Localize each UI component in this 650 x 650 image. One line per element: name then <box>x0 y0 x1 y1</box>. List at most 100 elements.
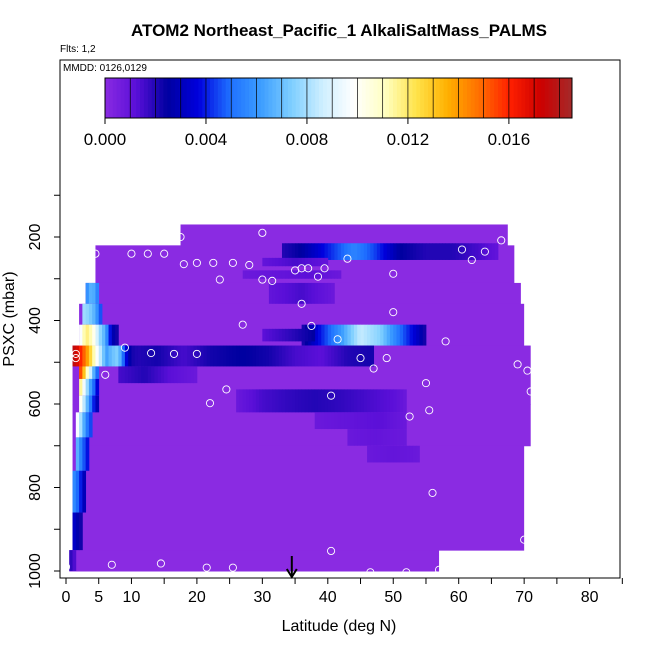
heatmap-cell <box>331 282 335 304</box>
heatmap-cell <box>278 257 283 267</box>
heatmap-cell <box>367 324 371 346</box>
heatmap-cell <box>219 345 224 367</box>
colorbar-swatch <box>385 78 390 118</box>
heatmap-cell <box>85 437 90 471</box>
colorbar-swatch <box>276 78 281 118</box>
heatmap-cell <box>281 243 286 260</box>
colorbar-swatch <box>509 78 515 118</box>
heatmap-cell <box>403 243 407 260</box>
colorbar-swatch <box>517 78 522 118</box>
heatmap-cell <box>337 389 342 413</box>
heatmap-cell <box>461 243 466 260</box>
heatmap-cell <box>82 324 87 346</box>
heatmap-cell <box>484 243 489 260</box>
heatmap-cell <box>262 345 267 367</box>
heatmap-cell <box>111 324 116 346</box>
heatmap-cell <box>249 345 253 367</box>
sample-point <box>160 249 169 258</box>
heatmap-cell <box>327 412 332 430</box>
heatmap-cell <box>275 345 280 367</box>
heatmap-cell <box>334 243 339 260</box>
colorbar-swatch <box>431 78 437 118</box>
heatmap-cell <box>380 445 384 463</box>
heatmap-cell <box>327 270 332 279</box>
heatmap-cell <box>281 270 286 279</box>
heatmap-cell <box>337 345 342 367</box>
heatmap-cell <box>72 512 77 551</box>
sample-point <box>520 535 529 544</box>
heatmap-cell <box>82 366 87 379</box>
heatmap-cell <box>406 243 411 260</box>
heatmap-cell <box>357 389 361 413</box>
envelope-cell <box>72 445 525 551</box>
heatmap-cell <box>92 395 96 413</box>
heatmap-cell <box>288 345 293 367</box>
colorbar-swatch <box>494 78 499 118</box>
heatmap-cell <box>285 345 289 367</box>
colorbar-swatch <box>256 78 262 118</box>
heatmap-cell <box>357 429 361 446</box>
sample-point <box>441 337 450 346</box>
colorbar-swatch <box>396 78 402 118</box>
heatmap-cell <box>272 345 276 367</box>
sample-point <box>405 412 414 421</box>
heatmap-cell <box>353 412 358 430</box>
heatmap-cell <box>75 470 80 513</box>
colorbar-swatch <box>361 78 367 118</box>
colorbar-swatch <box>330 78 336 118</box>
heatmap-cell <box>399 445 404 463</box>
heatmap-cell <box>101 345 106 367</box>
heatmap-cell <box>196 345 201 367</box>
heatmap-cell <box>252 345 257 367</box>
heatmap-cell <box>245 270 250 279</box>
heatmap-cell <box>373 243 378 260</box>
heatmap-cell <box>295 243 299 260</box>
sample-point <box>467 255 476 265</box>
heatmap-cell <box>134 366 139 384</box>
heatmap-cell <box>69 550 73 571</box>
heatmap-cell <box>85 345 90 367</box>
heatmap-cell <box>268 282 273 304</box>
heatmap-cell <box>278 328 283 342</box>
heatmap-cell <box>475 243 479 260</box>
heatmap-cell <box>396 445 401 463</box>
heatmap-cell <box>347 429 352 446</box>
colorbar-tick-label: 0.016 <box>488 130 531 149</box>
heatmap-cell <box>331 324 335 346</box>
heatmap-cell <box>317 345 322 367</box>
heatmap-cell <box>383 412 388 430</box>
colorbar-swatch <box>175 78 180 118</box>
heatmap-cell <box>298 282 303 304</box>
colorbar-swatch <box>416 78 421 118</box>
heatmap-cell <box>344 345 348 367</box>
sample-point <box>304 264 313 273</box>
heatmap-cell <box>363 243 368 260</box>
heatmap-cell <box>95 366 100 379</box>
heatmap-cell <box>285 328 289 342</box>
sample-point <box>297 264 306 273</box>
heatmap-cell <box>88 395 93 413</box>
colorbar-swatch <box>568 78 573 118</box>
heatmap-cell <box>131 366 136 384</box>
heatmap-cell <box>85 366 90 379</box>
heatmap-cell <box>357 324 361 346</box>
heatmap-cell <box>265 345 270 367</box>
colorbar-swatch <box>373 78 378 118</box>
heatmap-cell <box>422 324 427 346</box>
heatmap-cell <box>399 389 404 413</box>
heatmap-cell <box>154 366 159 384</box>
heatmap-cell <box>353 429 358 446</box>
heatmap-cell <box>373 412 378 430</box>
colorbar-swatch <box>412 78 417 118</box>
heatmap-cell <box>363 429 368 446</box>
heatmap-cell <box>295 389 299 413</box>
heatmap-cell <box>79 324 83 346</box>
heatmap-cell <box>275 282 280 304</box>
colorbar-tick-label: 0.004 <box>185 130 228 149</box>
heatmap-cell <box>478 243 483 260</box>
heatmap-cell <box>317 257 322 267</box>
heatmap-cell <box>92 378 96 396</box>
heatmap-cell <box>412 324 417 346</box>
heatmap-cell <box>393 429 397 446</box>
